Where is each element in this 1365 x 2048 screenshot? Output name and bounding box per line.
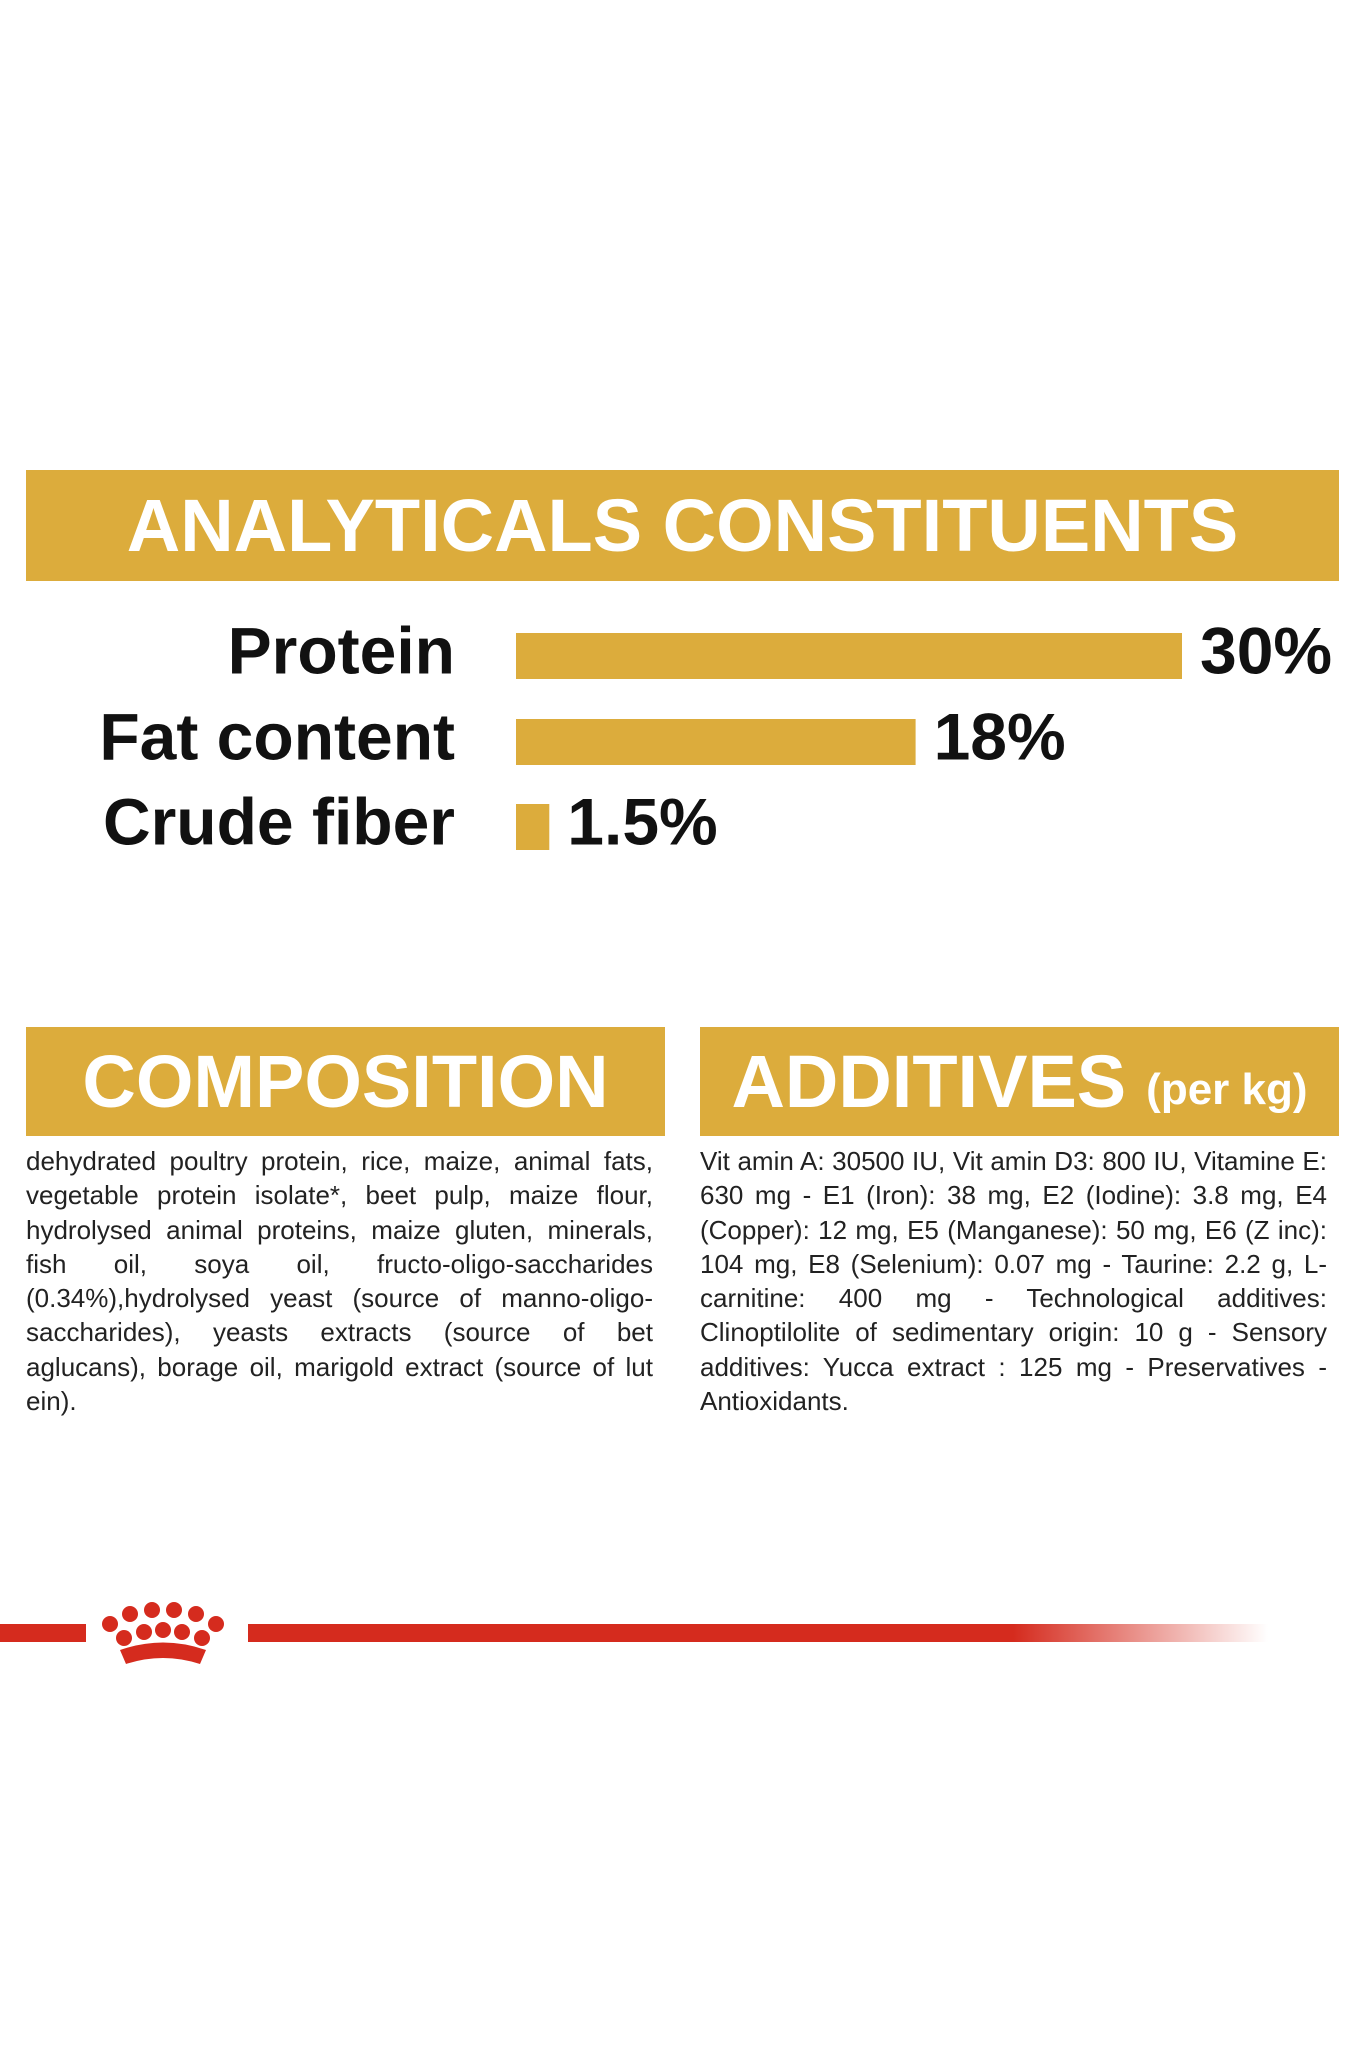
additives-banner: ADDITIVES (per kg) [700, 1027, 1339, 1136]
composition-text: dehydrated poultry protein, rice, maize,… [26, 1146, 653, 1417]
category-label: Fat content [99, 699, 455, 773]
bar [516, 719, 916, 765]
category-label: Protein [228, 613, 455, 687]
value-label: 18% [934, 699, 1066, 773]
red-line [0, 1624, 86, 1642]
composition-title: COMPOSITION [26, 1027, 665, 1136]
category-label: Crude fiber [103, 784, 455, 858]
additives-title: ADDITIVES [731, 1040, 1127, 1123]
logo [102, 1602, 224, 1664]
red-line [248, 1624, 1268, 1642]
chart-title: ANALYTICALS CONSTITUENTS [26, 470, 1339, 581]
value-label: 1.5% [567, 784, 717, 858]
value-label: 30% [1200, 613, 1332, 687]
additives-text: Vit amin A: 30500 IU, Vit amin D3: 800 I… [700, 1146, 1327, 1417]
additives-subtitle: (per kg) [1146, 1064, 1308, 1114]
bar [516, 633, 1182, 679]
bar [516, 804, 550, 850]
